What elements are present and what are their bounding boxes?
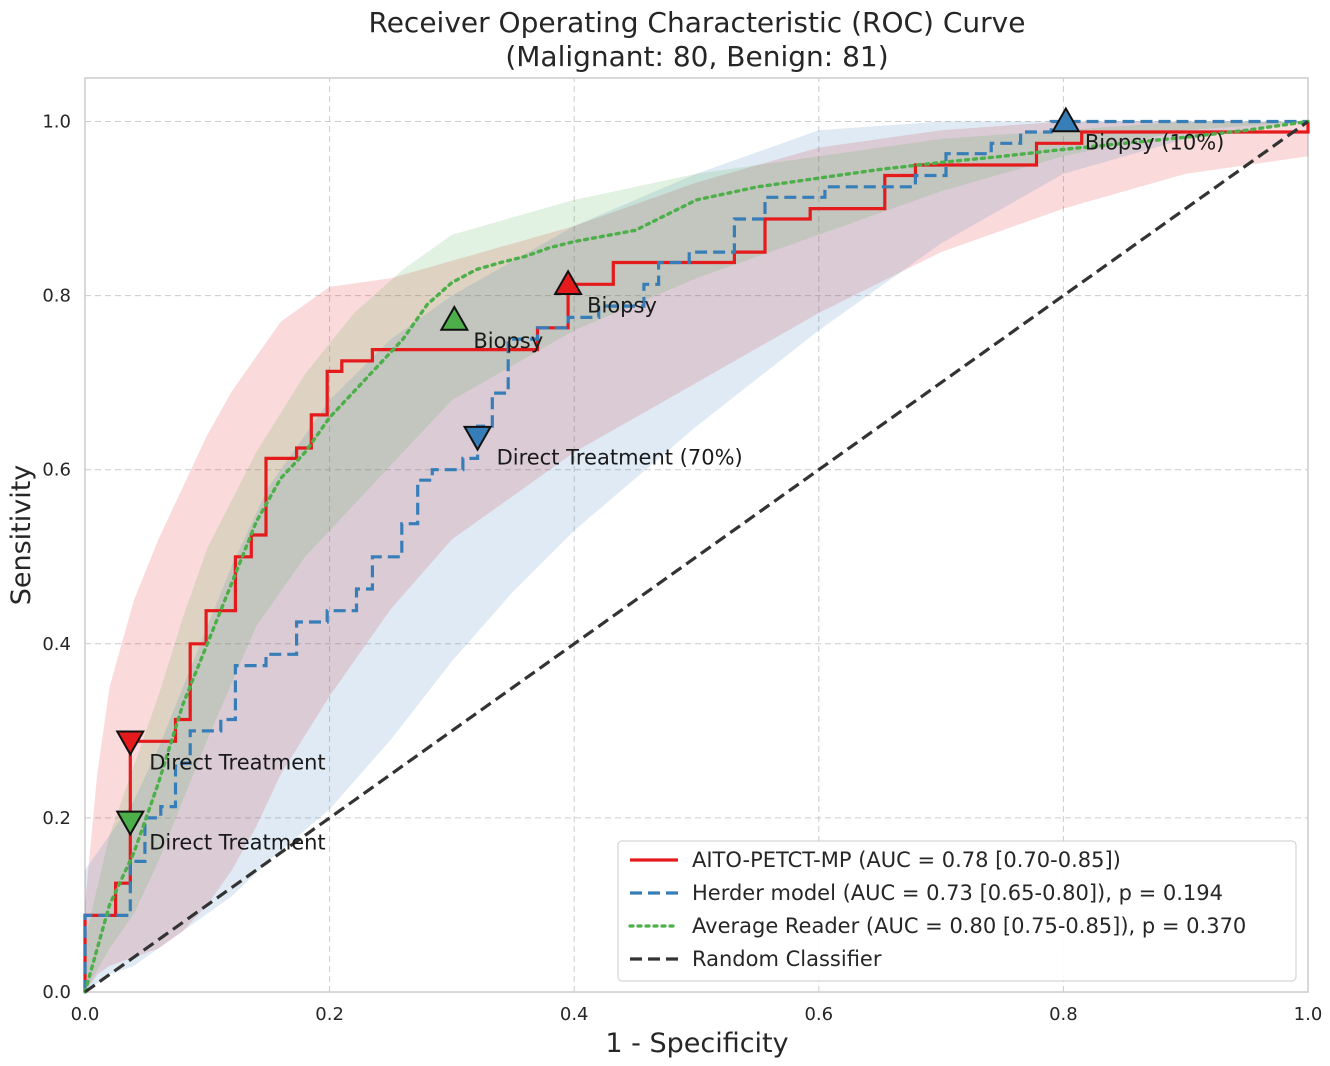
reader-legend-label: Average Reader (AUC = 0.80 [0.75-0.85]),… [692, 914, 1246, 938]
marker-annotation: Biopsy [587, 293, 657, 317]
x-tick-label: 0.2 [315, 1004, 344, 1025]
marker-annotation: Direct Treatment [149, 750, 325, 774]
reader-roc-line [83, 119, 1310, 994]
aito-roc-line [83, 121, 1310, 992]
marker-annotation: Direct Treatment [149, 830, 325, 854]
y-tick-label: 0.2 [42, 808, 71, 829]
y-axis-label: Sensitivity [6, 465, 37, 606]
chart-subtitle: (Malignant: 80, Benign: 81) [505, 40, 888, 73]
markers [115, 106, 1081, 837]
herder-roc-line [83, 119, 1308, 992]
tick-labels: 0.0 0.2 0.4 0.6 0.8 1.0 0.0 0.2 0.4 0.6 0.8 1.0 [42, 112, 1322, 1025]
herder-legend-label: Herder model (AUC = 0.73 [0.65-0.80]), p… [692, 881, 1223, 905]
legend: AITO-PETCT-MP (AUC = 0.78 [0.70-0.85]) He… [617, 840, 1297, 982]
x-tick-label: 0.4 [560, 1004, 589, 1025]
reader-triangle-down-marker [115, 810, 145, 837]
reader-triangle-up-marker [439, 304, 470, 331]
x-axis-label: 1 - Specificity [605, 1028, 788, 1059]
y-tick-label: 0.0 [42, 982, 71, 1003]
chart-title: Receiver Operating Characteristic (ROC) … [369, 6, 1026, 39]
y-tick-label: 0.4 [42, 634, 71, 655]
x-tick-label: 0.0 [71, 1004, 100, 1025]
herder-triangle-down-marker [462, 425, 493, 452]
marker-annotation: Biopsy (10%) [1085, 131, 1225, 155]
series-lines [83, 119, 1310, 994]
x-tick-label: 0.6 [804, 1004, 833, 1025]
aito-triangle-down-marker [115, 730, 145, 757]
random-roc-line [84, 120, 1309, 994]
herder-triangle-up-marker [1051, 106, 1081, 133]
x-tick-label: 1.0 [1294, 1004, 1323, 1025]
annotations: Biopsy Direct Treatment Biopsy Direct Treat… [149, 131, 1224, 855]
aito-legend-label: AITO-PETCT-MP (AUC = 0.78 [0.70-0.85]) [692, 848, 1121, 872]
y-tick-label: 0.8 [42, 286, 71, 307]
marker-annotation: Direct Treatment (70%) [497, 446, 743, 470]
reader-confidence-band [85, 121, 1308, 992]
legend-box [617, 840, 1297, 982]
plot-area [84, 77, 1309, 993]
y-tick-label: 1.0 [42, 112, 71, 133]
y-tick-label: 0.6 [42, 460, 71, 481]
marker-annotation: Biopsy [473, 329, 543, 353]
aito-confidence-band [85, 121, 1308, 992]
random-legend-label: Random Classifier [692, 947, 882, 971]
x-tick-label: 0.8 [1049, 1004, 1078, 1025]
aito-triangle-up-marker [553, 269, 583, 296]
